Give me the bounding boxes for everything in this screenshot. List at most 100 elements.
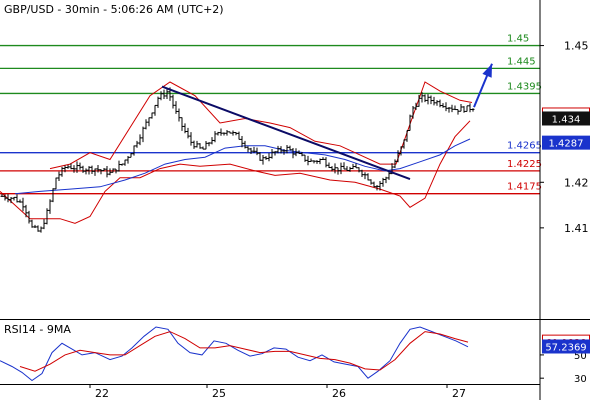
candle xyxy=(264,156,268,160)
candle xyxy=(450,104,454,113)
candle xyxy=(396,150,400,163)
level-labels: 1.45 1.445 1.4395 1.4265 1.4225 1.4175 xyxy=(507,34,542,193)
candle xyxy=(24,204,28,218)
candle xyxy=(231,130,235,136)
candle xyxy=(441,103,445,108)
candle xyxy=(132,145,136,156)
candle xyxy=(276,145,280,154)
candle xyxy=(108,168,112,176)
y-tick-label: 1.41 xyxy=(564,222,589,235)
x-tick-label: 25 xyxy=(212,387,226,400)
candle xyxy=(174,101,178,114)
candle xyxy=(414,102,418,110)
candle xyxy=(420,92,424,103)
candlesticks xyxy=(0,87,475,233)
candle xyxy=(51,188,55,203)
candle xyxy=(354,163,358,169)
candle xyxy=(195,140,199,148)
candle xyxy=(459,103,463,112)
candle xyxy=(423,94,427,103)
candle xyxy=(417,94,421,107)
rsi-series-line xyxy=(0,326,469,382)
candle xyxy=(126,155,130,164)
candle xyxy=(33,224,37,228)
candle xyxy=(12,196,16,201)
candle xyxy=(444,102,448,112)
candle xyxy=(249,147,253,155)
candle xyxy=(447,106,451,113)
candle xyxy=(393,159,397,169)
candle xyxy=(429,95,433,105)
candle xyxy=(120,163,124,166)
candle xyxy=(189,132,193,146)
candle xyxy=(366,173,370,181)
candle xyxy=(228,131,232,134)
candle xyxy=(186,127,190,139)
candle xyxy=(198,143,202,149)
candle xyxy=(426,94,430,105)
y-tick-label: 1.45 xyxy=(564,40,589,53)
price-tag-label: 1.434 xyxy=(552,114,581,125)
moving-average xyxy=(14,138,471,195)
candle xyxy=(192,140,196,149)
candle xyxy=(255,147,259,156)
candle xyxy=(213,131,217,143)
candle xyxy=(162,89,166,99)
candle xyxy=(432,96,436,106)
candle xyxy=(111,168,115,173)
candle xyxy=(63,165,67,173)
candle xyxy=(294,148,298,157)
candle xyxy=(243,140,247,149)
candle xyxy=(408,114,412,131)
candle xyxy=(267,153,271,162)
candle xyxy=(261,155,265,165)
candle xyxy=(129,152,133,158)
candle xyxy=(78,162,82,170)
candle xyxy=(339,162,343,175)
trendline xyxy=(161,85,411,181)
candle xyxy=(204,140,208,150)
candle xyxy=(297,150,301,155)
candle xyxy=(150,112,154,119)
candle xyxy=(324,157,328,168)
candle xyxy=(270,148,274,159)
x-tick-label: 27 xyxy=(452,387,466,400)
candle xyxy=(222,132,226,136)
candle xyxy=(369,179,373,185)
candle xyxy=(102,167,106,172)
chart-title: GBP/USD - 30min - 5:06:26 AM (UTC+2) xyxy=(4,3,224,16)
candle xyxy=(105,165,109,178)
candle xyxy=(141,126,145,143)
candle xyxy=(27,210,31,224)
price-tag-label: 57.2369 xyxy=(545,342,586,353)
candle xyxy=(333,163,337,174)
level-label: 1.445 xyxy=(507,56,536,67)
candle xyxy=(381,177,385,187)
candle xyxy=(372,181,376,188)
candle xyxy=(357,167,361,173)
candle xyxy=(465,105,469,112)
candle xyxy=(39,226,43,233)
candle xyxy=(6,194,10,203)
candle xyxy=(36,225,40,232)
candle xyxy=(336,167,340,175)
candle xyxy=(135,140,139,148)
candle xyxy=(318,158,322,165)
candle xyxy=(273,151,277,156)
candle xyxy=(327,162,331,169)
candle xyxy=(375,184,379,191)
candle xyxy=(96,164,100,173)
y-tick-label: 1.42 xyxy=(564,176,589,189)
candle xyxy=(219,128,223,136)
candle xyxy=(291,148,295,159)
candle xyxy=(300,151,304,157)
candle xyxy=(363,172,367,180)
candle xyxy=(183,123,187,134)
candle xyxy=(60,166,64,177)
candle xyxy=(402,139,406,149)
annotations xyxy=(161,63,493,181)
candle xyxy=(321,157,325,161)
